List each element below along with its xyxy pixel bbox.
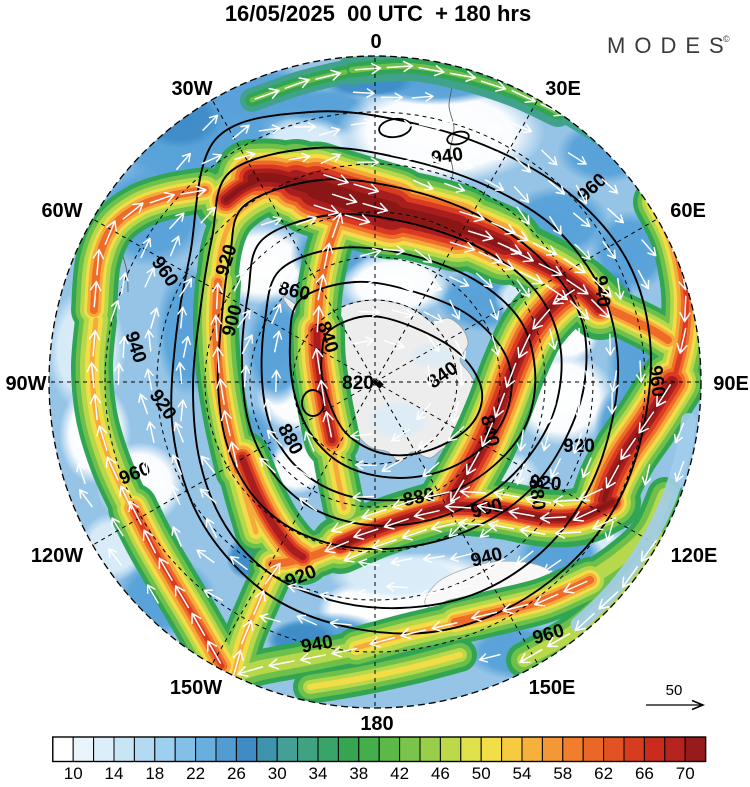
svg-text:34: 34 [309,764,328,782]
svg-text:920: 920 [529,472,562,496]
svg-text:16/05/2025 00 UTC + 180 hrs: 16/05/2025 00 UTC + 180 hrs [225,1,531,26]
svg-text:90E: 90E [713,373,749,395]
svg-text:180: 180 [360,713,393,735]
svg-text:54: 54 [513,764,532,782]
svg-text:66: 66 [635,764,654,782]
svg-text:MODES: MODES [607,33,733,58]
svg-text:10: 10 [64,764,83,782]
svg-text:0: 0 [370,31,381,53]
svg-text:880: 880 [524,477,549,511]
svg-text:22: 22 [186,764,205,782]
svg-text:940: 940 [430,144,464,169]
svg-text:120E: 120E [671,545,718,567]
svg-text:50: 50 [666,682,683,699]
svg-text:30W: 30W [171,78,212,100]
svg-text:60W: 60W [41,200,82,222]
svg-text:920: 920 [563,436,595,457]
svg-text:820: 820 [342,373,374,394]
svg-text:150W: 150W [170,677,222,699]
svg-text:60E: 60E [670,200,706,222]
svg-text:26: 26 [227,764,246,782]
svg-text:30E: 30E [545,78,581,100]
svg-text:90W: 90W [5,373,46,395]
svg-text:18: 18 [145,764,164,782]
svg-text:58: 58 [553,764,572,782]
svg-text:14: 14 [105,764,124,782]
svg-text:150E: 150E [529,677,576,699]
svg-text:30: 30 [268,764,287,782]
svg-text:70: 70 [676,764,695,782]
svg-text:©: © [723,34,730,44]
svg-text:120W: 120W [31,545,83,567]
svg-text:46: 46 [431,764,450,782]
svg-text:50: 50 [472,764,491,782]
svg-text:38: 38 [349,764,368,782]
svg-text:62: 62 [594,764,613,782]
svg-text:42: 42 [390,764,409,782]
